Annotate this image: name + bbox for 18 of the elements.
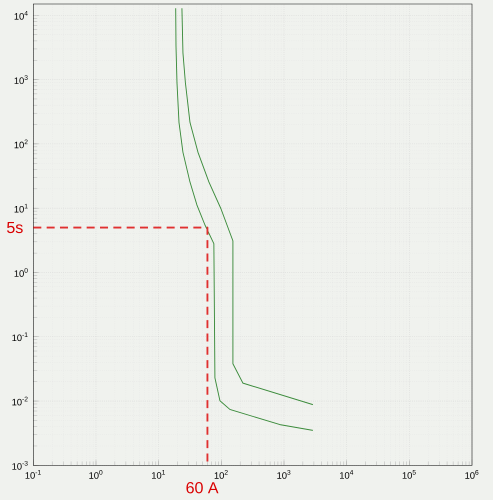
annotation: 5s xyxy=(7,222,23,234)
y-tick-label: 10$^{-1}$ xyxy=(12,332,28,342)
x-tick-label: 10$^{5}$ xyxy=(402,470,416,479)
x-tick-label: 10$^{2}$ xyxy=(214,470,228,479)
x-tick-label: 10$^{-1}$ xyxy=(26,470,41,479)
y-tick-label: 10$^{2}$ xyxy=(14,140,28,148)
x-tick-label: 10$^{0}$ xyxy=(89,470,102,479)
x-tick-label: 10$^{4}$ xyxy=(340,470,354,479)
y-tick-label: 10$^{0}$ xyxy=(14,268,28,277)
y-tick-label: 10$^{1}$ xyxy=(14,204,28,213)
x-tick-label: 10$^{3}$ xyxy=(277,470,290,479)
annotation: 60 A xyxy=(186,482,219,494)
x-tick-label: 10$^{6}$ xyxy=(465,470,478,479)
y-tick-label: 10$^{-2}$ xyxy=(12,396,28,406)
x-tick-label: 10$^{1}$ xyxy=(152,470,166,479)
y-tick-label: 10$^{3}$ xyxy=(14,75,28,84)
y-tick-label: 10$^{-3}$ xyxy=(12,460,28,470)
y-tick-label: 10$^{4}$ xyxy=(14,10,28,20)
